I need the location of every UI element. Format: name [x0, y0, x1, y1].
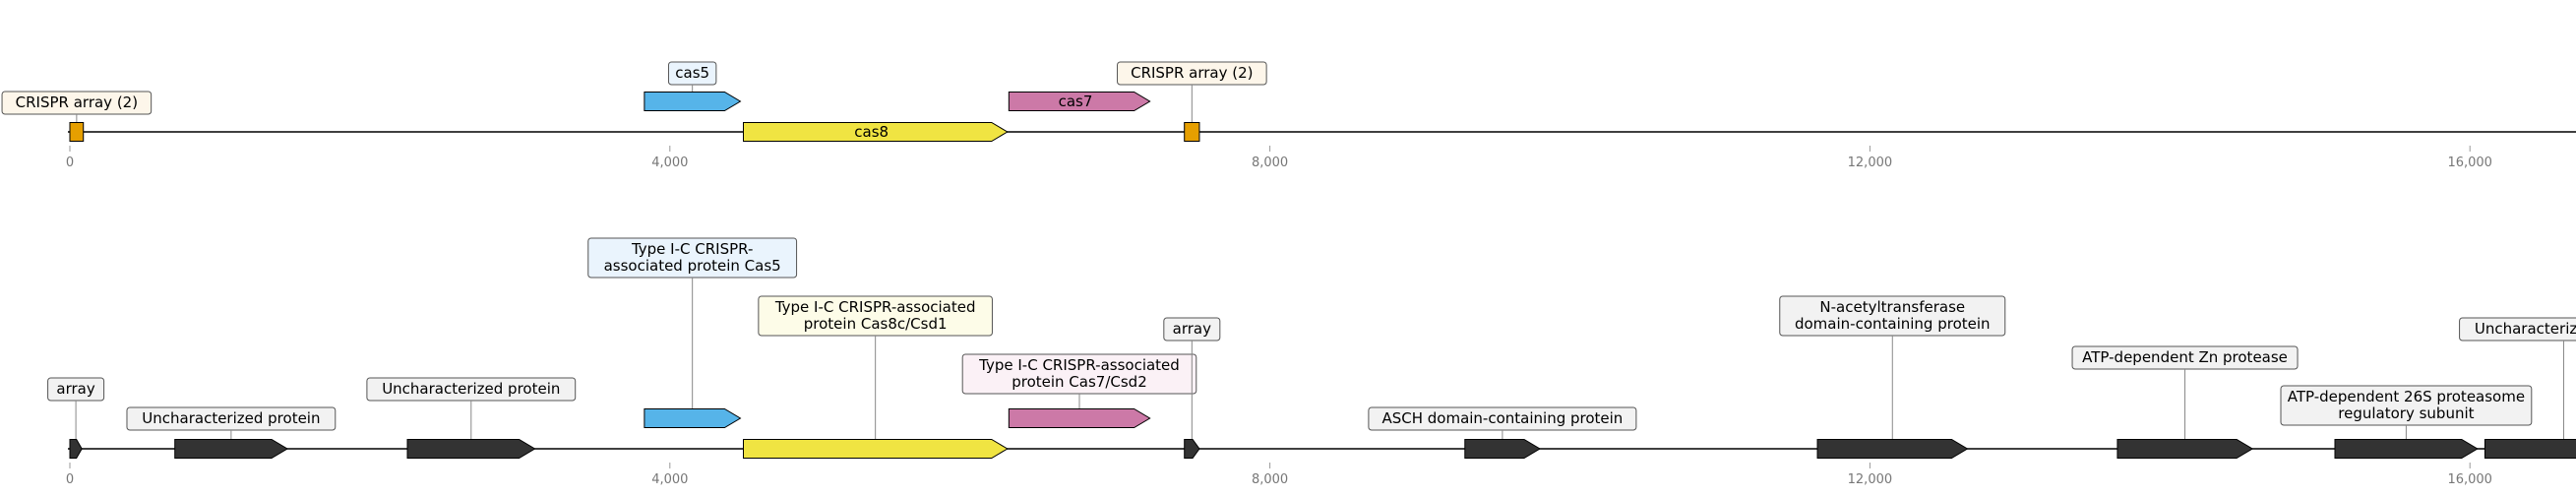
- top-axis-tick-label: 16,000: [2447, 155, 2492, 170]
- array-right-gene-arrow[interactable]: [1184, 439, 1200, 459]
- cas7-label: cas7: [1059, 93, 1093, 110]
- cas5-full-label: Type I-C CRISPR-associated protein Cas5: [604, 240, 781, 275]
- top-axis-tick-label: 4,000: [651, 155, 688, 170]
- zn-protease-label: ATP-dependent Zn protease: [2082, 348, 2288, 366]
- bottom-track: 04,0008,00012,00016,00020,00024,00028,00…: [47, 237, 2576, 487]
- cas8c-label: Type I-C CRISPR-associated protein Cas8c/…: [774, 298, 976, 333]
- crispr-array-1-label: CRISPR array (2): [16, 93, 138, 111]
- unchar-3-gene-arrow[interactable]: [2484, 439, 2576, 459]
- asch-gene-arrow[interactable]: [1464, 439, 1541, 459]
- cas5-label: cas5: [675, 64, 709, 82]
- bottom-axis-tick-label: 16,000: [2447, 472, 2492, 487]
- cas8c-gene-arrow[interactable]: [743, 439, 1009, 459]
- array-left-label: array: [56, 380, 94, 398]
- unchar-2-gene-arrow[interactable]: [406, 439, 536, 459]
- cas7-full-gene-arrow[interactable]: [1008, 408, 1151, 428]
- bottom-axis-tick-label: 12,000: [1848, 472, 1893, 487]
- cas5-gene-arrow[interactable]: [644, 92, 742, 111]
- bottom-axis-tick-label: 8,000: [1252, 472, 1288, 487]
- unchar-2-label: Uncharacterized protein: [382, 380, 560, 398]
- top-axis-tick-label: 8,000: [1252, 155, 1288, 170]
- crispr-array-2-gene-arrow[interactable]: [1184, 122, 1200, 142]
- nat-gene-arrow[interactable]: [1816, 439, 1969, 459]
- cas8-label: cas8: [854, 123, 889, 141]
- proteasome-gene-arrow[interactable]: [2334, 439, 2479, 459]
- proteasome-label: ATP-dependent 26S proteasome regulatory s…: [2288, 388, 2525, 422]
- cas7-full-label: Type I-C CRISPR-associated protein Cas7/C…: [978, 356, 1180, 391]
- cas5-full-gene-arrow[interactable]: [644, 408, 742, 428]
- cas8-gene-arrow[interactable]: [743, 122, 1009, 142]
- cas7-gene-arrow[interactable]: [1008, 92, 1151, 111]
- asch-label: ASCH domain-containing protein: [1381, 409, 1623, 427]
- bottom-axis-tick-label: 4,000: [651, 472, 688, 487]
- unchar-3-label: Uncharacterized protein: [2475, 320, 2576, 338]
- top-track: 04,0008,00012,00016,00020,00024,00028,00…: [1, 61, 2576, 170]
- crispr-array-1-gene-arrow[interactable]: [69, 122, 85, 142]
- array-left-gene-arrow[interactable]: [69, 439, 83, 459]
- unchar-1-gene-arrow[interactable]: [174, 439, 289, 459]
- unchar-1-label: Uncharacterized protein: [142, 409, 320, 427]
- array-right-label: array: [1173, 320, 1211, 338]
- top-axis-tick-label: 0: [66, 155, 74, 170]
- crispr-array-2-label: CRISPR array (2): [1131, 64, 1253, 82]
- zn-protease-gene-arrow[interactable]: [2116, 439, 2254, 459]
- bottom-axis-tick-label: 0: [66, 472, 74, 487]
- nat-label: N-acetyltransferase domain-containing pro…: [1795, 298, 1991, 333]
- top-axis-tick-label: 12,000: [1848, 155, 1893, 170]
